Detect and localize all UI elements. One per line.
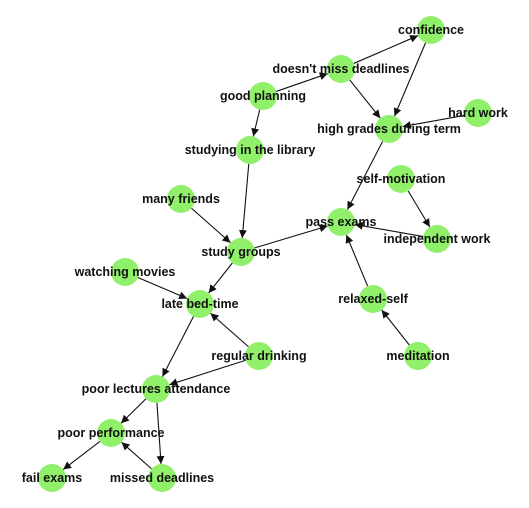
node-label-missed: missed deadlines: [110, 471, 214, 485]
edge-perf-to-fail: [62, 441, 101, 470]
edge-planning-to-deadlines: [276, 72, 328, 92]
node-label-planning: good planning: [220, 89, 306, 103]
node-label-perf: poor performance: [58, 426, 165, 440]
edge-selfmot-to-indep: [407, 190, 431, 228]
node-relaxed[interactable]: [359, 285, 387, 313]
nodes-layer: [38, 16, 492, 492]
node-label-confidence: confidence: [398, 23, 464, 37]
edge-deadlines-to-grades: [349, 79, 381, 119]
node-label-pass: pass exams: [306, 215, 377, 229]
labels-layer: confidence doesn't miss deadlines good pla…: [22, 23, 508, 485]
node-perf[interactable]: [97, 419, 125, 447]
node-label-library: studying in the library: [185, 143, 316, 157]
node-label-selfmot: self-motivation: [357, 172, 446, 186]
edge-groups-to-pass: [254, 224, 328, 249]
node-label-grades: high grades during term: [317, 122, 461, 136]
node-groups[interactable]: [227, 238, 255, 266]
edge-movies-to-bedtime: [137, 276, 188, 300]
edge-lectures-to-perf: [120, 398, 147, 424]
node-label-bedtime: late bed-time: [161, 297, 238, 311]
edge-missed-to-perf: [121, 441, 152, 470]
edge-drinking-to-bedtime: [210, 312, 249, 348]
node-label-hardwork: hard work: [448, 106, 508, 120]
node-label-deadlines: doesn't miss deadlines: [272, 62, 409, 76]
node-bedtime[interactable]: [186, 290, 214, 318]
node-drinking[interactable]: [245, 342, 273, 370]
edge-relaxed-to-pass: [345, 234, 369, 287]
edge-lectures-to-missed: [156, 402, 165, 465]
edge-hardwork-to-grades: [402, 114, 465, 130]
node-label-fail: fail exams: [22, 471, 83, 485]
node-selfmot[interactable]: [387, 165, 415, 193]
node-label-lectures: poor lectures attendance: [82, 382, 231, 396]
node-lectures[interactable]: [142, 375, 170, 403]
node-label-drinking: regular drinking: [211, 349, 306, 363]
node-meditation[interactable]: [404, 342, 432, 370]
node-grades[interactable]: [375, 115, 403, 143]
node-indep[interactable]: [423, 225, 451, 253]
edge-deadlines-to-confidence: [353, 35, 419, 64]
node-label-meditation: meditation: [386, 349, 449, 363]
edge-friends-to-groups: [191, 207, 231, 244]
edge-drinking-to-lectures: [169, 359, 246, 387]
node-fail[interactable]: [38, 464, 66, 492]
node-pass[interactable]: [327, 208, 355, 236]
edge-indep-to-pass: [354, 221, 424, 238]
edge-library-to-groups: [238, 163, 250, 239]
node-label-friends: many friends: [142, 192, 220, 206]
edge-confidence-to-grades: [393, 42, 427, 117]
node-label-indep: independent work: [384, 232, 491, 246]
node-planning[interactable]: [249, 82, 277, 110]
node-label-movies: watching movies: [74, 265, 176, 279]
node-hardwork[interactable]: [464, 99, 492, 127]
edges-layer: [62, 35, 465, 470]
node-movies[interactable]: [111, 258, 139, 286]
node-label-relaxed: relaxed-self: [338, 292, 408, 306]
node-friends[interactable]: [167, 185, 195, 213]
edge-meditation-to-relaxed: [381, 309, 410, 346]
edge-groups-to-bedtime: [208, 262, 233, 294]
node-label-groups: study groups: [201, 245, 280, 259]
node-deadlines[interactable]: [327, 55, 355, 83]
edge-bedtime-to-lectures: [161, 316, 195, 377]
edge-grades-to-pass: [346, 141, 384, 210]
node-confidence[interactable]: [417, 16, 445, 44]
node-missed[interactable]: [148, 464, 176, 492]
edge-planning-to-library: [251, 109, 261, 137]
node-library[interactable]: [236, 136, 264, 164]
